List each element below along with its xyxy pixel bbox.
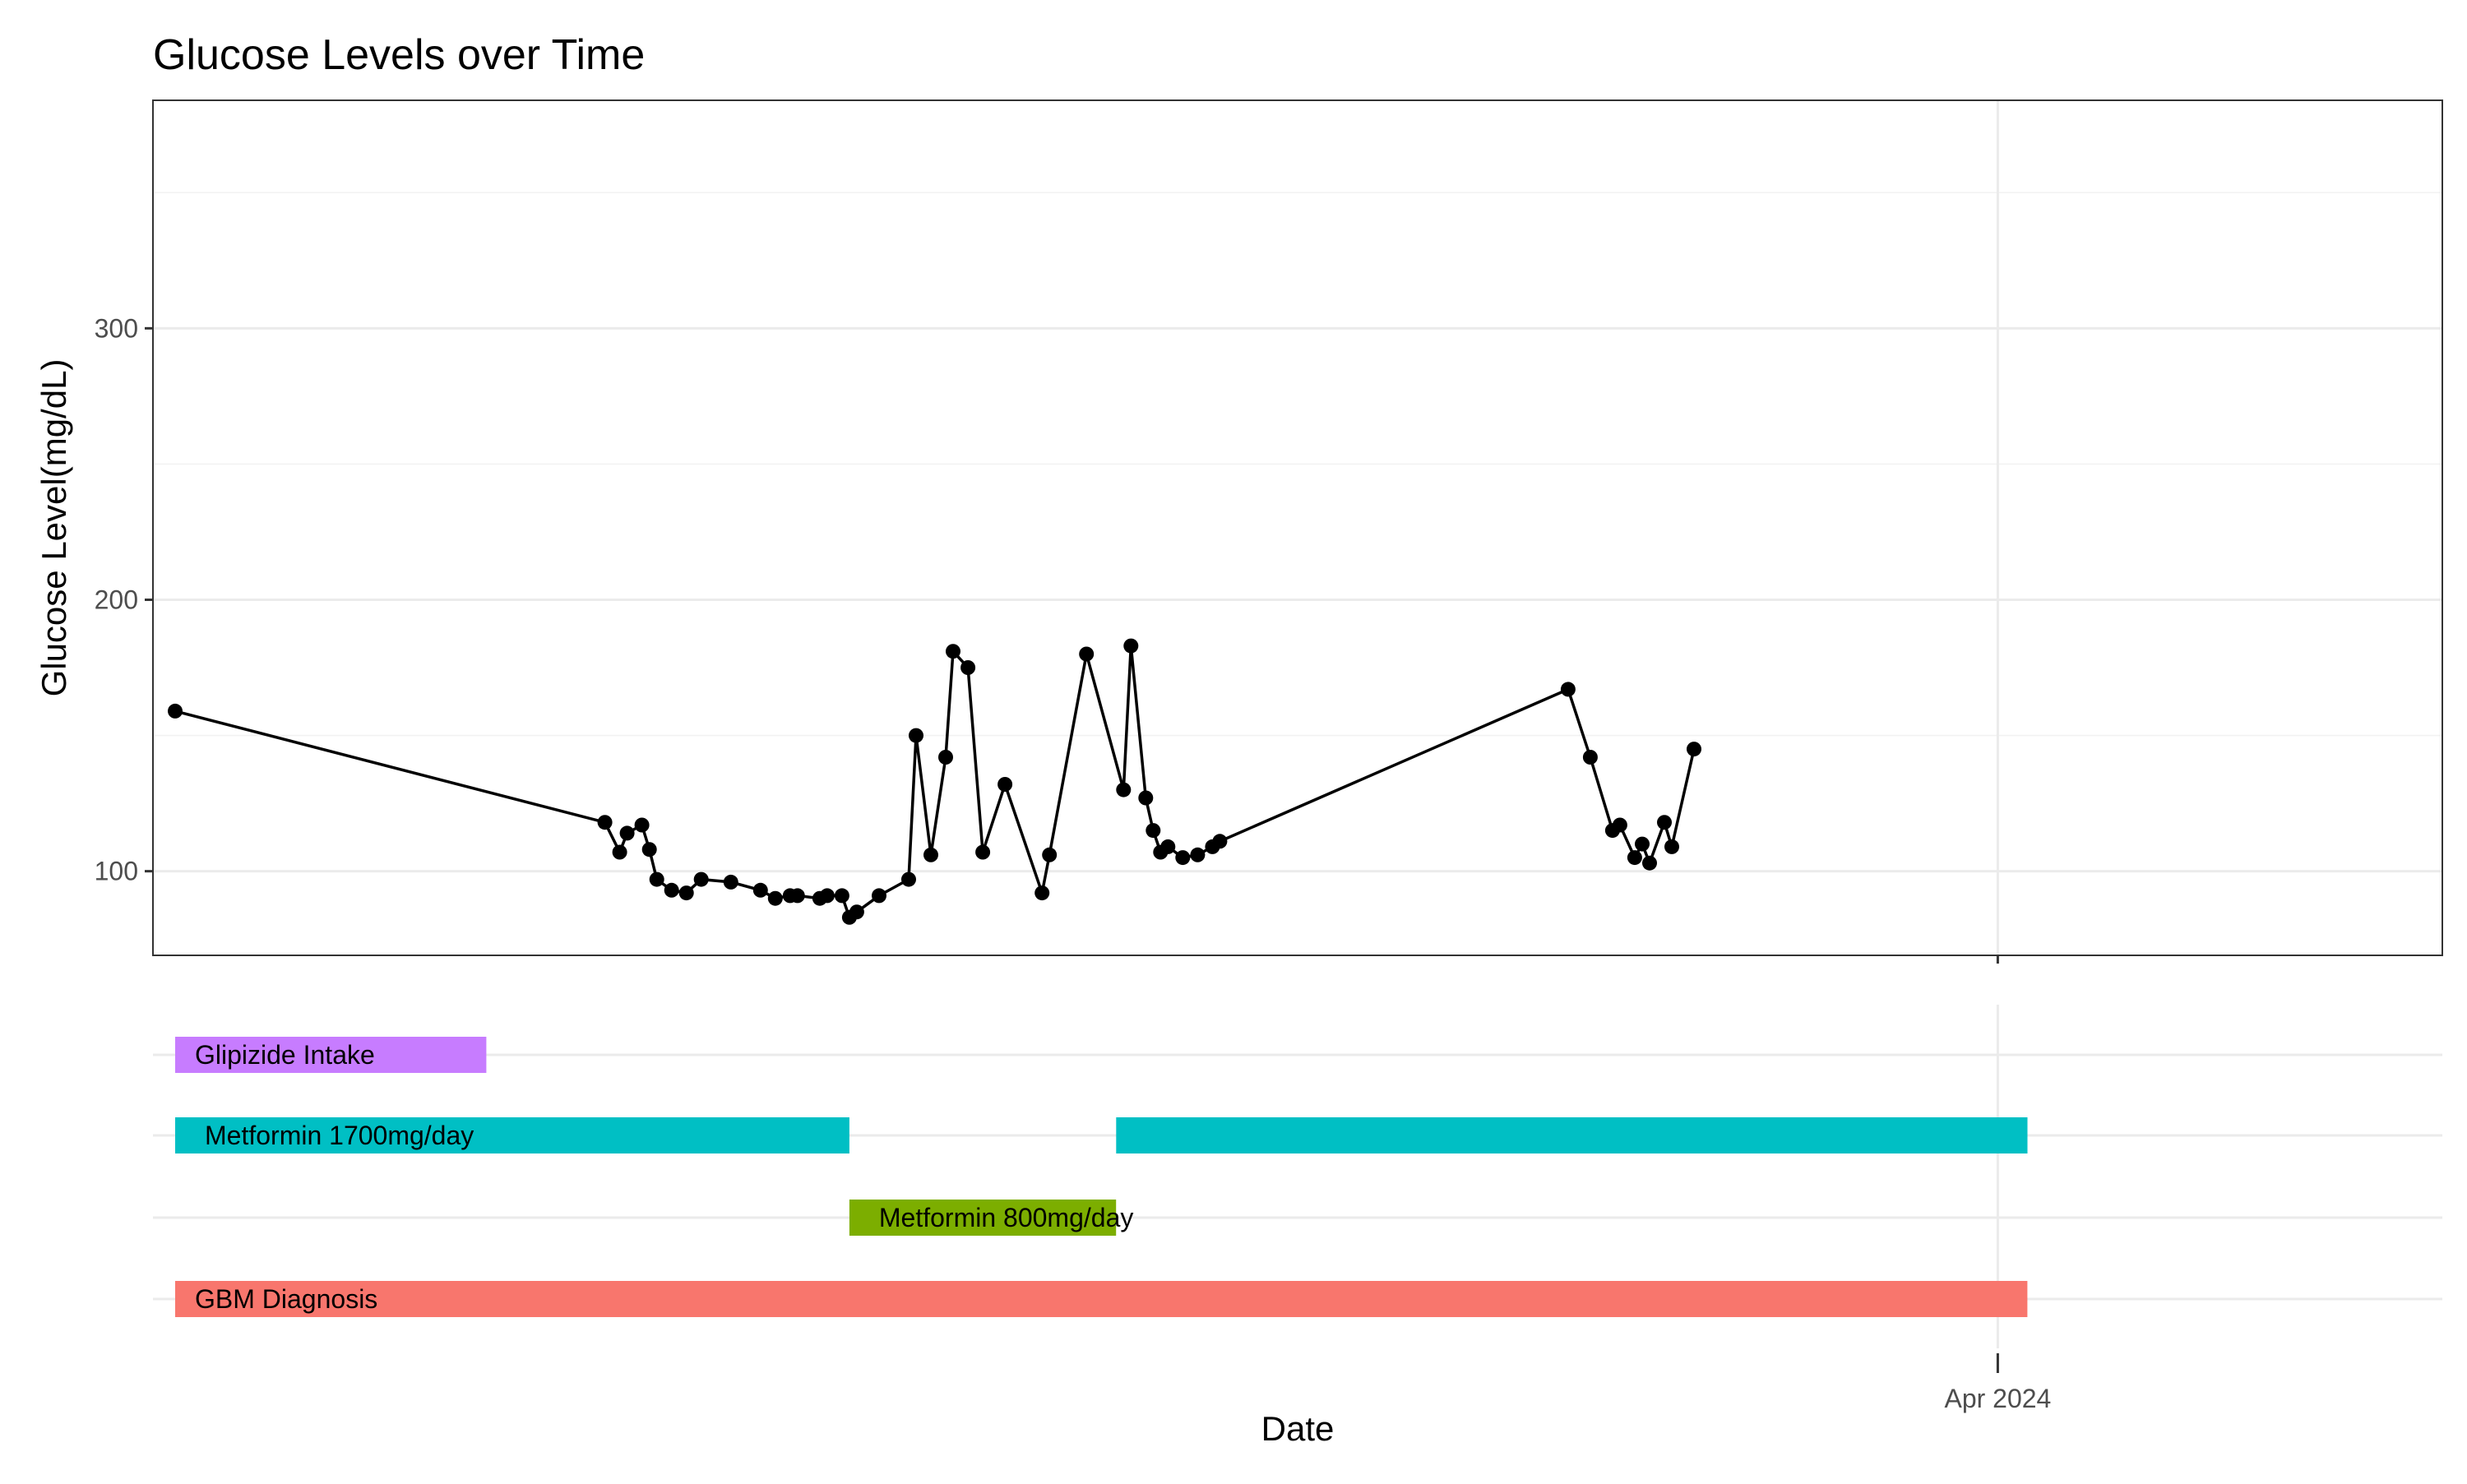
data-point <box>1664 839 1679 854</box>
data-point <box>938 750 953 765</box>
data-point <box>641 842 657 858</box>
data-point <box>1042 847 1058 862</box>
data-point <box>1160 839 1176 854</box>
data-point <box>619 825 635 841</box>
data-point <box>946 644 960 659</box>
x-axis-title: Date <box>1261 1409 1335 1448</box>
data-point <box>872 888 886 904</box>
data-point <box>1560 682 1576 697</box>
timeline-bar-label: GBM Diagnosis <box>195 1284 377 1314</box>
data-point <box>1034 885 1050 901</box>
data-point <box>997 777 1013 792</box>
data-point <box>1123 638 1139 654</box>
data-point <box>664 882 679 898</box>
data-point <box>909 728 923 743</box>
data-point <box>923 847 938 862</box>
timeline-bar-label: Metformin 800mg/day <box>879 1203 1133 1232</box>
data-point <box>901 871 916 887</box>
data-point <box>767 890 783 906</box>
data-point <box>597 815 613 830</box>
data-point <box>1146 823 1161 839</box>
data-point <box>1612 817 1627 833</box>
timeline-bar <box>1116 1117 2028 1153</box>
glucose-points <box>168 638 1701 925</box>
top-minor-grid <box>153 192 2442 737</box>
data-point <box>1079 646 1095 662</box>
data-point <box>168 703 183 719</box>
timeline-bars <box>175 1037 2028 1317</box>
data-point <box>752 882 768 898</box>
bottom-x-axis: Apr 2024 <box>1944 1353 2051 1413</box>
y-tick-label: 100 <box>95 857 138 886</box>
data-point <box>612 844 627 860</box>
data-point <box>960 660 976 675</box>
data-point <box>1687 742 1701 757</box>
timeline-bar <box>849 1200 1117 1236</box>
glucose-line-panel: 100 200 300 Glucose Levels over Time Gluco… <box>35 31 2443 964</box>
x-tick-label: Apr 2024 <box>1944 1384 2051 1413</box>
timeline-bar <box>175 1281 2028 1317</box>
data-point <box>1138 790 1154 806</box>
data-point <box>678 885 694 901</box>
y-axis-title: Glucose Level(mg/dL) <box>35 359 73 697</box>
data-point <box>1635 836 1650 852</box>
data-point <box>1642 855 1657 871</box>
timeline-bar-label: Metformin 1700mg/day <box>205 1121 474 1150</box>
chart-title: Glucose Levels over Time <box>153 31 645 79</box>
data-point <box>1657 815 1672 830</box>
data-point <box>975 844 991 860</box>
data-point <box>819 888 835 904</box>
data-point <box>1627 850 1642 866</box>
timeline-bar-label: Glipizide Intake <box>195 1040 375 1070</box>
glucose-series-line <box>174 645 1696 920</box>
y-tick-label: 200 <box>95 585 138 614</box>
timeline-bar-labels: Glipizide Intake Metformin 1700mg/day Metf… <box>195 1040 1133 1314</box>
y-tick-label: 300 <box>95 313 138 343</box>
data-point <box>1175 850 1191 866</box>
data-point <box>849 904 864 920</box>
medication-timeline-panel: Glipizide Intake Metformin 1700mg/day Metf… <box>153 1005 2442 1448</box>
data-point <box>1582 750 1598 765</box>
data-point <box>834 888 849 904</box>
top-y-axis: 100 200 300 <box>95 313 153 886</box>
top-panel-border <box>152 99 2443 956</box>
data-point <box>1190 847 1206 862</box>
data-point <box>649 871 664 887</box>
data-point <box>789 888 805 904</box>
timeline-bar <box>175 1037 487 1073</box>
data-point <box>1212 834 1228 849</box>
data-point <box>634 817 650 833</box>
data-point <box>693 871 709 887</box>
data-point <box>1116 782 1132 797</box>
timeline-bar <box>175 1117 849 1153</box>
data-point <box>723 874 738 890</box>
top-major-grid <box>153 100 2442 955</box>
